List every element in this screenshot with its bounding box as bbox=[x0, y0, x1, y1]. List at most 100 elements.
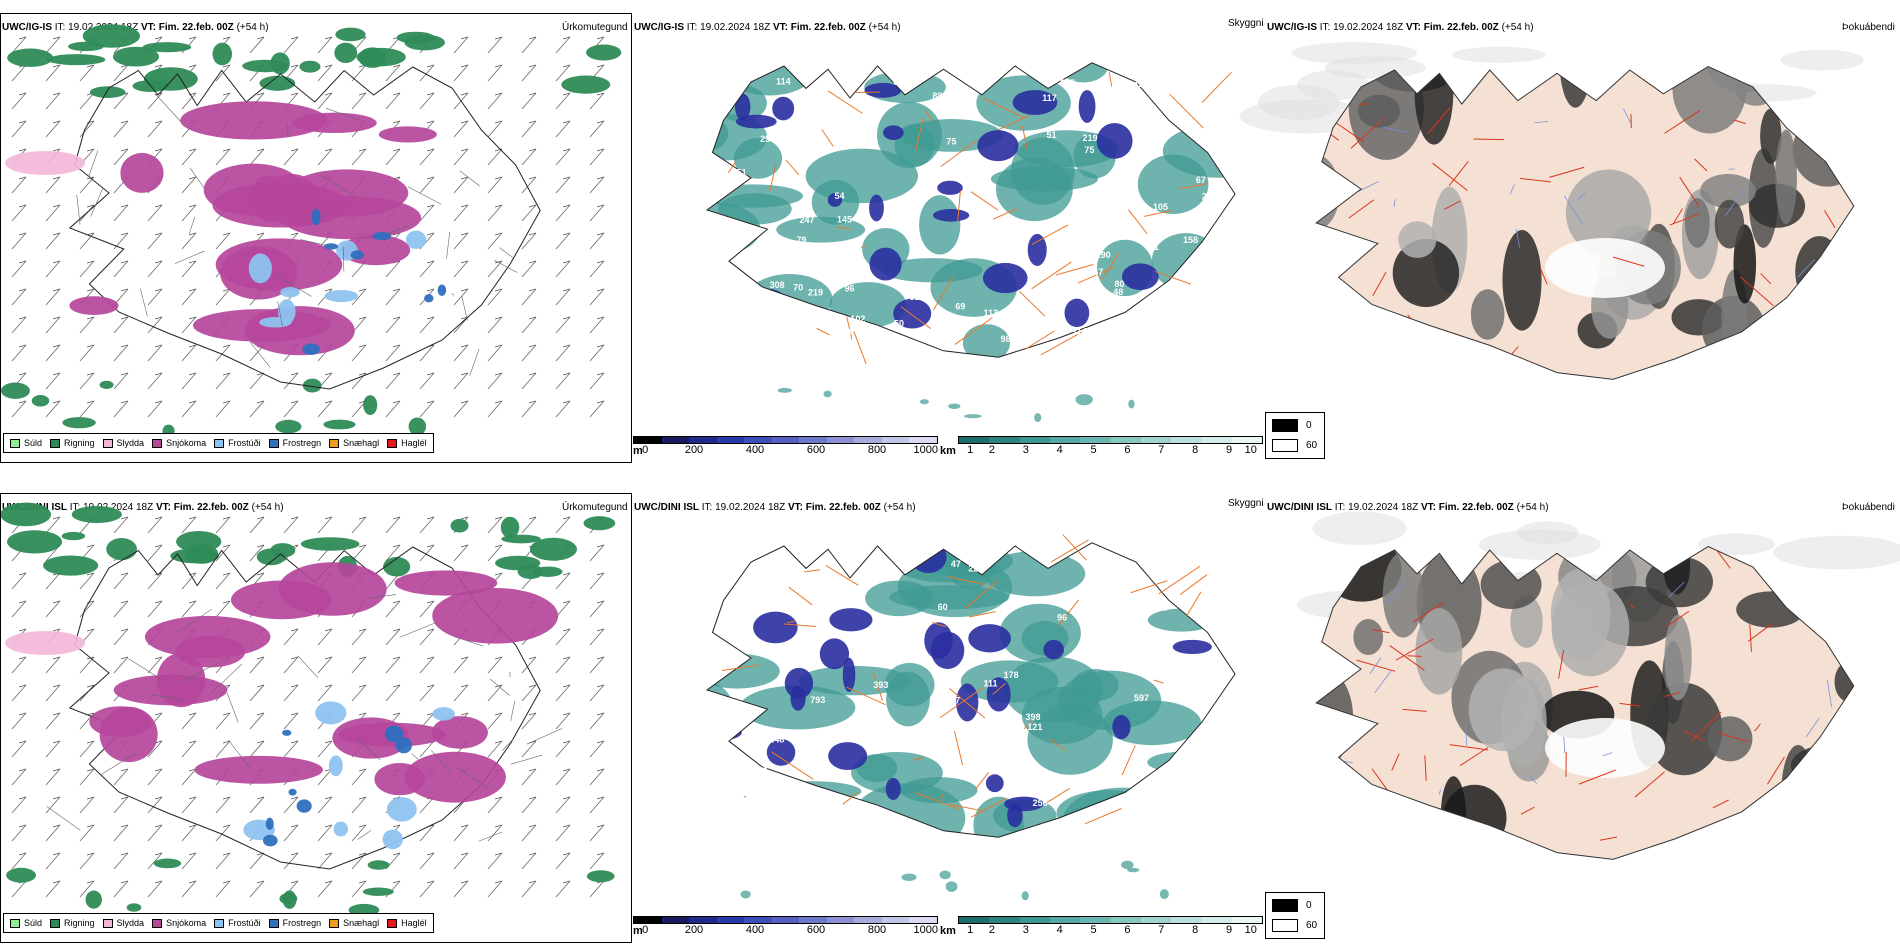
road-line bbox=[140, 288, 148, 317]
rain-area bbox=[362, 887, 394, 896]
precip-legend-item: Slydda bbox=[102, 438, 144, 448]
wind-barb-flag bbox=[596, 600, 605, 604]
visibility-value-label: 68 bbox=[1011, 599, 1021, 609]
fog-area bbox=[1510, 595, 1543, 648]
road-line bbox=[1372, 271, 1387, 296]
wind-barb bbox=[487, 232, 503, 250]
visibility-value-label: 80 bbox=[1114, 279, 1124, 289]
wind-barb-flag bbox=[358, 288, 367, 292]
ceiling-area bbox=[784, 667, 814, 699]
visibility-value-label: 114 bbox=[776, 76, 791, 86]
wind-barb bbox=[521, 260, 537, 278]
wind-barb-flag bbox=[392, 316, 401, 320]
visibility-value-label: 51 bbox=[1046, 130, 1056, 140]
colorbar-segment bbox=[1049, 917, 1081, 923]
wind-barb bbox=[385, 260, 401, 278]
road-line bbox=[788, 586, 813, 606]
wind-barb-flag bbox=[18, 120, 27, 124]
road-line bbox=[992, 208, 1018, 220]
wind-barb bbox=[351, 92, 367, 110]
river-line bbox=[1563, 195, 1584, 226]
wind-barb-flag bbox=[120, 880, 129, 884]
wind-barb-flag bbox=[222, 740, 231, 744]
road-line bbox=[1049, 738, 1067, 752]
wind-barb-flag bbox=[188, 36, 197, 40]
wind-barb bbox=[419, 344, 435, 362]
rain-area bbox=[299, 60, 321, 73]
wind-barb-flag bbox=[18, 768, 27, 772]
river-line bbox=[1509, 183, 1515, 195]
wind-barb bbox=[385, 656, 401, 674]
wind-barb-flag bbox=[392, 628, 401, 632]
wind-barb-flag bbox=[52, 516, 61, 520]
visibility-value-label: 61 bbox=[1149, 242, 1159, 252]
wind-barb bbox=[521, 232, 537, 250]
wind-barb-flag bbox=[154, 600, 163, 604]
wind-barb-flag bbox=[154, 852, 163, 856]
wind-barb-flag bbox=[52, 600, 61, 604]
wind-barb-flag bbox=[188, 712, 197, 716]
wind-barb bbox=[589, 796, 605, 814]
colorbar-segment bbox=[854, 917, 882, 923]
visibility-value-label: 51 bbox=[909, 292, 919, 302]
wind-barb bbox=[147, 852, 163, 870]
precip-legend-item: Súld bbox=[10, 438, 42, 448]
visibility-value-label: 308 bbox=[770, 280, 785, 290]
wind-barb-flag bbox=[154, 148, 163, 152]
road-line bbox=[1664, 692, 1680, 697]
precip-legend-item: Frostúði bbox=[214, 438, 261, 448]
visibility-map: 88 88 73 51 75 54 61 70 62 102 69 98 63 48 145 122 146 11… bbox=[705, 62, 1236, 423]
km-ticks: 1 2 3 4 5 6 7 8 9 10 bbox=[958, 444, 1263, 458]
wind-barb-flag bbox=[290, 372, 299, 376]
fog-area bbox=[1775, 129, 1797, 225]
wind-barb-flag bbox=[596, 260, 605, 264]
wind-barb bbox=[487, 316, 503, 334]
freezing-drizzle-area bbox=[328, 755, 343, 777]
wind-barb-flag bbox=[52, 712, 61, 716]
wind-barb-flag bbox=[528, 768, 537, 772]
visibility-area bbox=[1162, 124, 1235, 178]
wind-barb bbox=[555, 684, 571, 702]
wind-barb bbox=[317, 740, 333, 758]
wind-barb bbox=[419, 92, 435, 110]
precip-legend-item: Snjókoma bbox=[152, 918, 206, 928]
wind-barb-flag bbox=[528, 316, 537, 320]
road-line bbox=[1444, 200, 1461, 210]
precip-legend-top: Súld Rigning Slydda Snjókoma Frostúði Frostre… bbox=[3, 433, 434, 453]
road-line bbox=[1669, 213, 1701, 226]
road-line bbox=[872, 672, 884, 701]
visibility-area bbox=[1027, 705, 1113, 775]
wind-barb bbox=[45, 880, 61, 898]
road-line bbox=[211, 663, 243, 694]
wind-barb-flag bbox=[324, 148, 333, 152]
legend-swatch bbox=[214, 918, 225, 928]
scale-tick-label: 5 bbox=[1090, 444, 1097, 456]
freezing-rain-area bbox=[424, 294, 434, 303]
road-line bbox=[825, 565, 859, 586]
road-line bbox=[155, 93, 183, 124]
visibility-area bbox=[733, 138, 783, 179]
wind-barb bbox=[45, 288, 61, 306]
wind-barb-flag bbox=[460, 824, 469, 828]
road-line bbox=[1749, 624, 1752, 652]
visibility-value-label: 68 bbox=[1016, 734, 1026, 744]
colorbar-segment bbox=[689, 917, 717, 923]
freezing-drizzle-area bbox=[280, 286, 300, 298]
visibility-value-label: 126 bbox=[741, 334, 756, 344]
wind-barb-flag bbox=[154, 656, 163, 660]
road-line bbox=[1684, 730, 1704, 742]
wind-barb bbox=[555, 600, 571, 618]
wind-barb bbox=[11, 260, 27, 278]
wind-barb bbox=[147, 344, 163, 362]
road-line bbox=[827, 90, 863, 114]
wind-barb-flag bbox=[18, 36, 27, 40]
visibility-value-label: 219 bbox=[1083, 133, 1098, 143]
wind-barb bbox=[419, 148, 435, 166]
wind-barb bbox=[385, 600, 401, 618]
colorbar-segment bbox=[1140, 437, 1172, 443]
road-line bbox=[502, 738, 514, 751]
legend-label: Frostregn bbox=[282, 918, 322, 928]
wind-barb-flag bbox=[494, 204, 503, 208]
fog-indicator-map bbox=[1239, 42, 1864, 380]
road-line bbox=[1371, 768, 1389, 792]
